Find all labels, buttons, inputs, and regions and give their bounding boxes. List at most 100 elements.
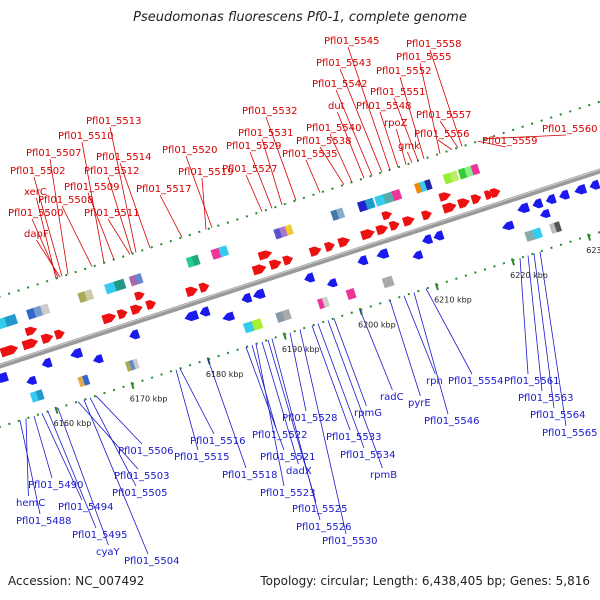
reverse-gene-shape	[184, 310, 200, 322]
annotation-box-segment	[414, 182, 423, 194]
reverse-gene	[222, 311, 236, 321]
bottom-label-leader	[83, 399, 149, 555]
reverse-gene	[93, 354, 104, 364]
forward-gene-shape	[381, 211, 393, 221]
bottom-label-leader	[519, 257, 529, 375]
annotation-box-segment	[374, 194, 387, 207]
bottom-gene-label: Pfl01_5554	[448, 376, 504, 387]
forward-gene-shape	[185, 286, 198, 298]
reverse-gene	[589, 179, 600, 190]
top-label-leader	[36, 239, 61, 278]
reverse-gene	[501, 220, 515, 231]
reverse-gene-shape	[252, 288, 266, 299]
top-label-leader	[245, 174, 263, 212]
forward-gene	[375, 224, 389, 236]
backbone-highlight	[0, 169, 600, 366]
forward-gene	[198, 282, 210, 293]
bottom-label-leader	[539, 251, 567, 427]
bottom-gene-label: Pfl01_5565	[542, 428, 598, 439]
annotation-box-segment	[470, 163, 481, 176]
forward-gene-shape	[21, 338, 39, 351]
top-label-leader	[33, 176, 63, 277]
top-label-leader	[477, 140, 507, 148]
annotation-box-segment	[113, 278, 127, 292]
bottom-gene-label: Pfl01_5546	[424, 416, 480, 427]
bottom-label-leader	[527, 255, 543, 392]
bottom-gene-label: Pfl01_5488	[16, 516, 72, 527]
bottom-gene-label: Pfl01_5528	[282, 413, 338, 424]
bottom-gene-label: cyaY	[96, 547, 121, 558]
forward-gene-shape	[360, 229, 375, 241]
annotation-box-segment	[26, 307, 37, 320]
top-gene-label: Pfl01_5507	[26, 148, 82, 159]
annotation-box	[317, 296, 330, 310]
forward-gene	[101, 313, 117, 325]
forward-gene	[282, 255, 294, 266]
top-gene-label: Pfl01_5535	[282, 149, 338, 160]
top-gene-label: Pfl01_5514	[96, 152, 152, 163]
forward-gene	[323, 241, 335, 252]
top-label-leader	[159, 194, 183, 238]
forward-gene	[308, 246, 322, 257]
reverse-gene-shape	[517, 202, 531, 213]
annotation-box-segment	[251, 318, 264, 331]
annotation-box	[275, 308, 292, 323]
top-gene-label: Pfl01_5543	[316, 58, 372, 69]
forward-gene-shape	[337, 237, 351, 248]
reverse-gene-shape	[41, 357, 53, 368]
top-label-leader	[107, 176, 133, 254]
reverse-gene-shape	[93, 354, 104, 364]
reverse-gene	[26, 375, 38, 385]
forward-gene	[470, 194, 482, 205]
forward-gene-shape	[53, 329, 65, 340]
forward-gene	[360, 229, 375, 241]
bottom-gene-label: Pfl01_5533	[326, 432, 382, 443]
reverse-gene	[129, 329, 141, 340]
kbp-tick-label: 6160 kbp	[54, 419, 92, 428]
bottom-label-leader	[255, 343, 285, 487]
bottom-gene-label: radC	[380, 392, 404, 403]
forward-gene	[40, 333, 54, 345]
forward-gene-shape	[40, 333, 54, 345]
annotation-box-segment	[132, 358, 140, 370]
reverse-gene	[574, 184, 588, 195]
bottom-label-leader	[533, 253, 555, 409]
forward-gene	[21, 338, 39, 351]
annotation-box	[124, 358, 140, 372]
annotation-box	[391, 188, 403, 202]
bottom-label-leader	[299, 329, 347, 535]
annotation-box-segment	[134, 273, 144, 285]
kbp-tick-mark	[282, 332, 287, 340]
forward-gene	[489, 188, 501, 199]
reverse-gene-shape	[357, 255, 369, 266]
top-gene-label: Pfl01_5548	[356, 101, 412, 112]
top-gene-label: xerC	[24, 187, 47, 198]
top-gene-label: dapF	[24, 229, 49, 240]
top-label-leader	[261, 138, 283, 206]
top-label-leader	[87, 192, 115, 260]
bottom-gene-label: Pfl01_5490	[28, 480, 84, 491]
reverse-gene-shape	[222, 311, 236, 321]
annotation-box-segment	[218, 245, 230, 258]
top-gene-label: Pfl01_5542	[312, 79, 368, 90]
top-gene-label: Pfl01_5557	[416, 110, 472, 121]
forward-gene	[401, 216, 415, 227]
bottom-gene-label: Pfl01_5522	[252, 430, 308, 441]
top-label-leader	[339, 68, 383, 173]
top-label-leader	[399, 76, 425, 159]
bottom-gene-label: Pfl01_5534	[340, 450, 396, 461]
top-gene-label: Pfl01_5531	[238, 128, 294, 139]
bottom-label-leader	[311, 325, 351, 431]
forward-gene	[257, 250, 273, 261]
reverse-gene-shape	[376, 248, 390, 259]
forward-gene-shape	[388, 220, 400, 231]
reverse-gene	[0, 371, 9, 383]
reverse-gene	[252, 288, 266, 299]
top-gene-label: Pfl01_5502	[10, 166, 66, 177]
annotation-box	[457, 163, 481, 180]
forward-gene	[129, 304, 143, 315]
forward-gene-shape	[470, 194, 482, 205]
annotation-box	[210, 245, 230, 260]
annotation-box	[524, 227, 543, 242]
annotation-box-segment	[275, 311, 286, 323]
